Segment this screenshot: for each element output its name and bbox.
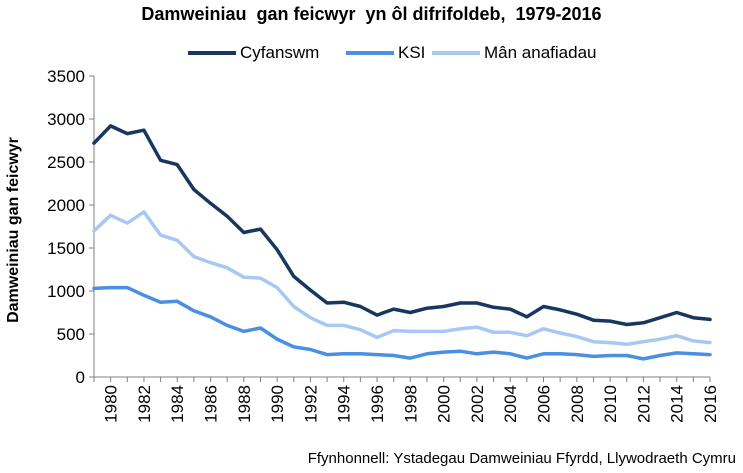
x-tick-label: 2002 [468,385,487,423]
x-tick-label: 1986 [202,385,221,423]
x-tick-label: 1982 [135,385,154,423]
x-tick-label: 1984 [168,385,187,423]
legend-item-cyfanswm: Cyfanswm [188,41,319,65]
x-tick-label: 1994 [335,385,354,423]
y-tick-label: 3500 [47,67,85,86]
series-line-cyfanswm [92,124,712,327]
y-tick-label: 2000 [47,196,85,215]
x-tick-label: 1992 [301,385,320,423]
legend-item-man-anafiadau: Mân anafiadau [432,41,596,65]
legend-swatch-cyfanswm [188,51,236,55]
series-line-ksi [92,285,712,361]
y-tick-label: 0 [76,368,85,387]
legend-label-cyfanswm: Cyfanswm [240,43,320,62]
x-tick-label: 2010 [601,385,620,423]
y-tick-label: 1500 [47,239,85,258]
legend-label-man-anafiadau: Mân anafiadau [484,43,597,62]
y-tick-label: 2500 [47,153,85,172]
x-tick-label: 2012 [634,385,653,423]
source-note: Ffynhonnell: Ystadegau Damweiniau Ffyrdd… [307,450,736,467]
x-tick-label: 1990 [268,385,287,423]
legend-item-ksi: KSI [346,41,425,65]
legend-label-ksi: KSI [398,43,426,62]
legend-swatch-man-anafiadau [432,51,480,55]
chart-legend: Cyfanswm KSI Mân anafiadau [0,41,743,65]
x-tick-label: 2004 [501,385,520,423]
y-tick-label: 500 [57,325,85,344]
y-tick-label: 1000 [47,282,85,301]
x-tick-label: 2000 [435,385,454,423]
x-tick-label: 2016 [701,385,720,423]
legend-swatch-ksi [346,51,394,55]
x-tick-label: 1988 [235,385,254,423]
y-tick-label: 3000 [47,110,85,129]
x-tick-label: 2006 [535,385,554,423]
chart-title: Damweiniau gan feicwyr yn ôl difrifoldeb… [141,4,602,24]
x-tick-label: 1980 [102,385,121,423]
x-tick-label: 1996 [368,385,387,423]
x-tick-label: 2008 [568,385,587,423]
series-line-m-n-anafiadau [92,210,712,347]
x-tick-label: 2014 [668,385,687,423]
x-tick-label: 1998 [401,385,420,423]
